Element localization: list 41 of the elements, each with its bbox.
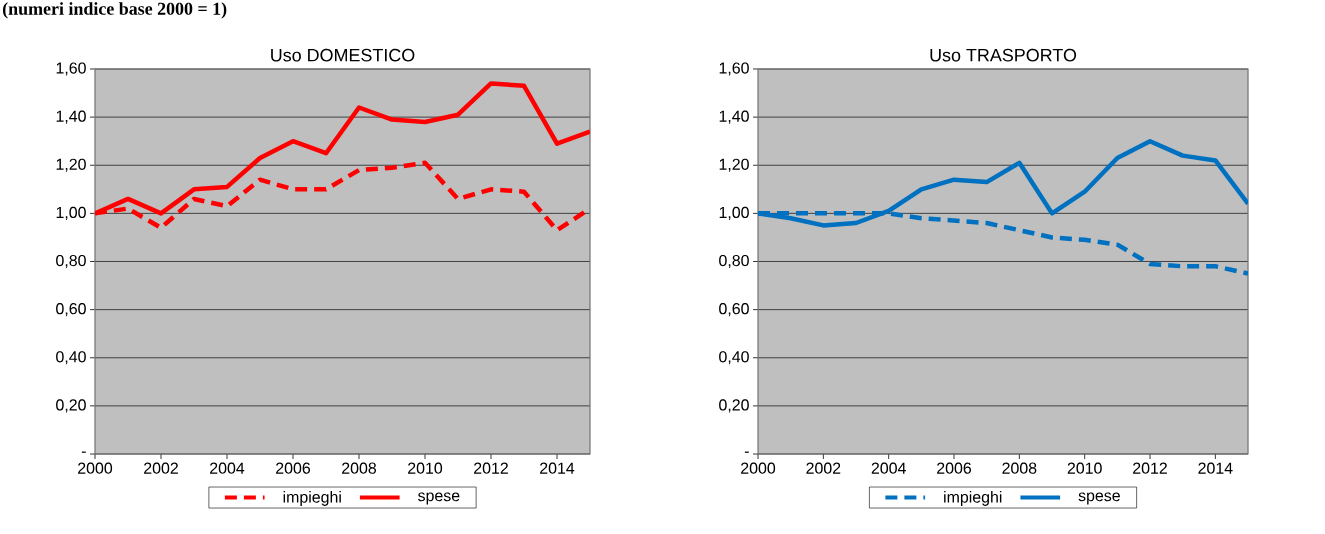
x-tick-label: 2010	[408, 462, 443, 474]
y-tick-label: 0,60	[719, 303, 749, 317]
y-tick-label: 0,60	[56, 303, 86, 317]
x-tick-label: 2004	[871, 462, 906, 474]
y-tick-label: 1,20	[56, 158, 86, 172]
y-tick-label: 0,20	[719, 399, 749, 413]
legend-label: impieghi	[944, 491, 1002, 506]
legend-label: spese	[418, 492, 460, 505]
y-tick-label: -	[744, 451, 749, 453]
x-tick-label: 2000	[78, 462, 113, 474]
x-tick-label: 2010	[1067, 462, 1102, 474]
x-tick-label: 2008	[342, 462, 377, 474]
x-tick-label: 2000	[741, 462, 776, 474]
x-tick-label: 2014	[540, 462, 575, 474]
x-tick-label: 2006	[276, 462, 311, 474]
x-tick-label: 2008	[1002, 462, 1037, 474]
y-tick-label: 0,80	[56, 254, 86, 269]
chart-title: Uso TRASPORTO	[930, 48, 1077, 62]
x-tick-label: 2006	[937, 462, 972, 474]
y-tick-label: 1,20	[719, 158, 749, 172]
y-tick-label: 1,60	[719, 62, 749, 76]
y-tick-label: 0,40	[719, 351, 749, 365]
y-tick-label: 1,60	[56, 62, 86, 76]
x-tick-label: 2012	[1133, 462, 1167, 474]
legend-label: impieghi	[283, 491, 341, 506]
x-tick-label: 2004	[210, 462, 245, 474]
y-tick-label: 1,40	[719, 110, 749, 124]
y-tick-label: 0,20	[56, 399, 86, 413]
x-tick-label: 2002	[144, 462, 178, 474]
x-tick-label: 2014	[1198, 462, 1233, 474]
text: (numeri indice base 2000 = 1)	[2, 2, 227, 19]
chart-title: Uso DOMESTICO	[271, 48, 415, 62]
y-tick-label: 0,80	[719, 254, 749, 269]
legend-label: spese	[1078, 492, 1120, 505]
y-tick-label: -	[81, 451, 86, 453]
y-tick-label: 1,40	[56, 110, 86, 124]
y-tick-label: 0,40	[56, 351, 86, 365]
x-tick-label: 2002	[806, 462, 841, 474]
y-tick-label: 1,00	[56, 206, 86, 220]
y-tick-label: 1,00	[719, 206, 749, 220]
x-tick-label: 2012	[474, 462, 508, 474]
